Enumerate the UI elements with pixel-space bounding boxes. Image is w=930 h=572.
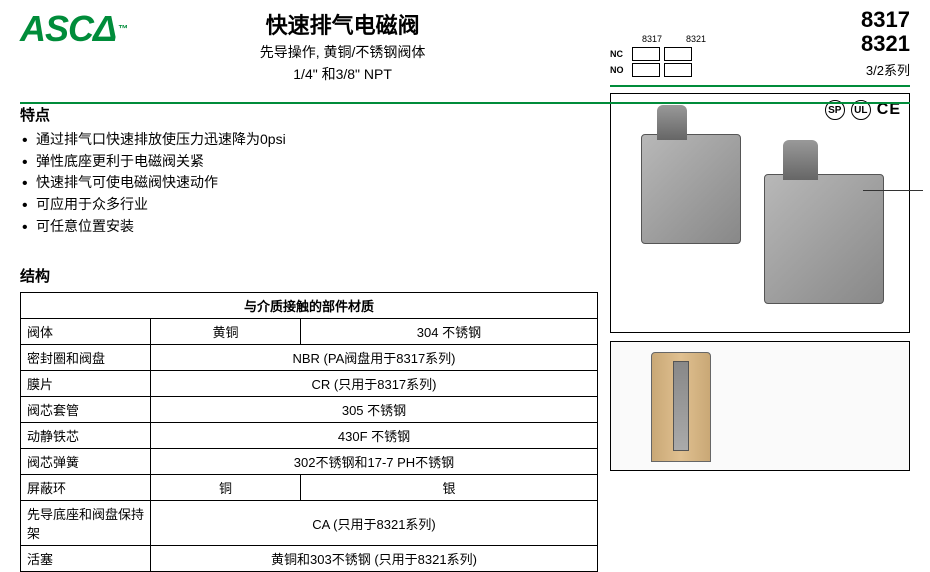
features-heading: 特点 xyxy=(20,104,598,125)
ce-icon: CE xyxy=(877,101,901,119)
table-row: 屏蔽环铜银 xyxy=(21,475,598,501)
right-header: 8317 8321 NC NO 8317 8321 3/2系列 xyxy=(610,8,910,87)
feature-item: 通过排气口快速排放使压力迅速降为0psi xyxy=(22,129,598,151)
cutaway-body xyxy=(651,352,711,462)
title-spec: 1/4" 和3/8" NPT xyxy=(87,64,598,84)
structure-section: 结构 与介质接触的部件材质 阀体黄铜304 不锈钢 密封圈和阀盘NBR (PA阀… xyxy=(20,265,598,572)
feature-item: 可应用于众多行业 xyxy=(22,194,598,216)
table-row: 阀芯弹簧302不锈钢和17-7 PH不锈钢 xyxy=(21,449,598,475)
title-main: 快速排气电磁阀 xyxy=(87,8,598,40)
symbol-nc-2-icon xyxy=(664,47,692,61)
table-row: 阀体黄铜304 不锈钢 xyxy=(21,319,598,345)
cutaway-diagram xyxy=(610,341,910,471)
symbol-no-2-icon xyxy=(664,63,692,77)
table-row: 阀芯套管305 不锈钢 xyxy=(21,397,598,423)
table-header: 与介质接触的部件材质 xyxy=(21,293,598,319)
title-sub: 先导操作, 黄铜/不锈钢阀体 xyxy=(87,42,598,62)
feature-item: 弹性底座更利于电磁阀关紧 xyxy=(22,151,598,173)
feature-item: 可任意位置安装 xyxy=(22,216,598,238)
symbol-no-1-icon xyxy=(632,63,660,77)
valve-image-1 xyxy=(641,134,741,244)
materials-table: 与介质接触的部件材质 阀体黄铜304 不锈钢 密封圈和阀盘NBR (PA阀盘用于… xyxy=(20,292,598,572)
valve-image-2 xyxy=(764,174,884,304)
valve-symbols: 8317 8321 NC NO xyxy=(610,34,716,80)
feature-item: 快速排气可使电磁阀快速动作 xyxy=(22,172,598,194)
table-row: 动静铁芯430F 不锈钢 xyxy=(21,423,598,449)
divider-line xyxy=(20,102,910,104)
features-section: 特点 通过排气口快速排放使压力迅速降为0psi 弹性底座更利于电磁阀关紧 快速排… xyxy=(20,104,598,237)
product-photo: SP UL CE xyxy=(610,93,910,333)
model-numbers: 8317 8321 3/2系列 xyxy=(861,8,910,79)
table-row: 先导底座和阀盘保持架CA (只用于8321系列) xyxy=(21,501,598,546)
features-list: 通过排气口快速排放使压力迅速降为0psi 弹性底座更利于电磁阀关紧 快速排气可使… xyxy=(20,129,598,237)
table-row: 膜片CR (只用于8317系列) xyxy=(21,371,598,397)
symbol-nc-1-icon xyxy=(632,47,660,61)
table-row: 活塞黄铜和303不锈钢 (只用于8321系列) xyxy=(21,546,598,572)
table-row: 密封圈和阀盘NBR (PA阀盘用于8317系列) xyxy=(21,345,598,371)
structure-heading: 结构 xyxy=(20,265,598,286)
title-block: 快速排气电磁阀 先导操作, 黄铜/不锈钢阀体 1/4" 和3/8" NPT xyxy=(87,8,598,84)
